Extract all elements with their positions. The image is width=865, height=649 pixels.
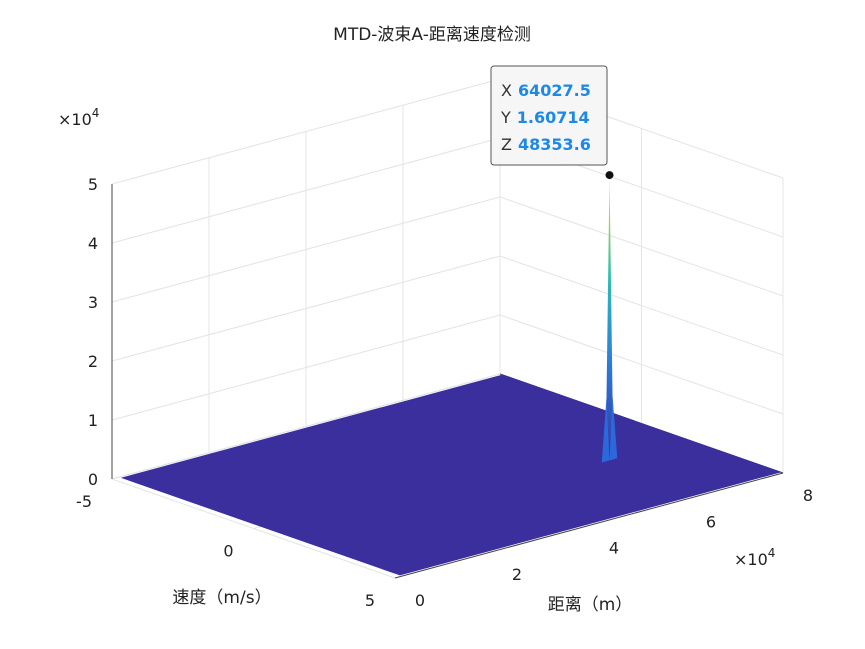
- grid-line: [111, 373, 501, 480]
- grid-line: [111, 255, 501, 362]
- datatip-z-row: Z 48353.6: [501, 135, 591, 154]
- grid-line: [111, 137, 501, 244]
- datatip-y-key: Y: [500, 108, 511, 127]
- grid-line: [499, 196, 784, 297]
- surface-floor-patch: [120, 374, 782, 576]
- z-tick-label: 3: [88, 293, 98, 312]
- x-exponent-label: ×104: [734, 546, 775, 569]
- tick-labels: 0 1 2 3 4 5 0 2 4 6 8 -5 0 5: [76, 175, 813, 610]
- grid-line: [499, 314, 784, 415]
- x-axis-label: 距离（m）: [548, 595, 633, 615]
- datatip[interactable]: X 64027.5 Y 1.60714 Z 48353.6: [490, 65, 608, 166]
- surface-sidelobe: [609, 396, 618, 461]
- surface-peak-spike: [605, 175, 614, 462]
- grid-line: [499, 255, 784, 356]
- x-exponent-base: ×10: [734, 550, 768, 569]
- datatip-x-key: X: [501, 81, 512, 100]
- x-tick-label: 2: [512, 565, 522, 584]
- grid-line: [111, 314, 501, 421]
- y-axis-label: 速度（m/s）: [172, 588, 271, 608]
- datatip-x-row: X 64027.5: [501, 81, 591, 100]
- x-tick-label: 4: [609, 539, 619, 558]
- x-tick-label: 8: [803, 486, 813, 505]
- x-tick-label: 6: [706, 512, 716, 531]
- surface-peak: [601, 171, 618, 463]
- x-axis-line: [394, 472, 784, 579]
- surface-sidelobe: [601, 398, 610, 463]
- z-exponent-label: ×104: [58, 106, 99, 129]
- datatip-marker: [605, 171, 614, 180]
- datatip-y-row: Y 1.60714: [500, 108, 590, 127]
- surface-floor: [120, 374, 782, 576]
- datatip-y-value: 1.60714: [517, 108, 590, 127]
- y-tick-label: -5: [76, 492, 92, 511]
- z-exponent-power: 4: [92, 106, 100, 120]
- z-tick-label: 0: [88, 470, 98, 489]
- datatip-x-value: 64027.5: [518, 81, 591, 100]
- datatip-z-value: 48353.6: [518, 135, 591, 154]
- datatip-z-key: Z: [501, 135, 512, 154]
- y-tick-label: 5: [365, 591, 375, 610]
- z-tick-label: 2: [88, 352, 98, 371]
- z-tick-label: 1: [88, 411, 98, 430]
- x-tick-label: 0: [415, 591, 425, 610]
- z-exponent-base: ×10: [58, 110, 92, 129]
- z-tick-label: 4: [88, 234, 98, 253]
- chart-title: MTD-波束A-距离速度检测: [333, 25, 531, 45]
- z-tick-label: 5: [88, 175, 98, 194]
- grid-line: [111, 78, 501, 185]
- y-tick-label: 0: [223, 542, 233, 561]
- datatip-box: [490, 65, 608, 166]
- grid-line: [111, 196, 501, 303]
- x-exponent-power: 4: [768, 546, 776, 560]
